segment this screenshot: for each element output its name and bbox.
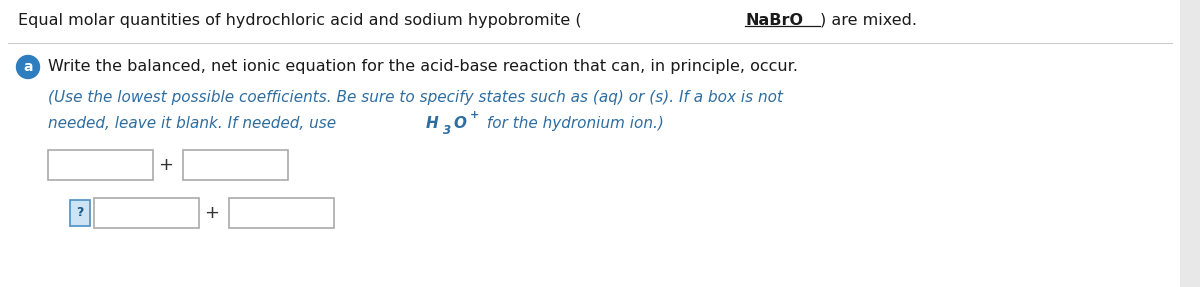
- Text: +: +: [204, 204, 220, 222]
- Text: ?: ?: [77, 207, 84, 220]
- Text: needed, leave it blank. If needed, use: needed, leave it blank. If needed, use: [48, 115, 341, 131]
- FancyBboxPatch shape: [70, 200, 90, 226]
- Text: O: O: [454, 115, 466, 131]
- Text: NaBrO: NaBrO: [745, 13, 803, 28]
- Text: for the hydronium ion.): for the hydronium ion.): [482, 115, 664, 131]
- FancyBboxPatch shape: [229, 198, 334, 228]
- Text: 3: 3: [443, 123, 451, 137]
- FancyBboxPatch shape: [48, 150, 154, 180]
- Circle shape: [17, 55, 40, 79]
- Text: ) are mixed.: ) are mixed.: [820, 13, 917, 28]
- Text: +: +: [469, 110, 479, 120]
- Text: (Use the lowest possible coefficients. Be sure to specify states such as (aq) or: (Use the lowest possible coefficients. B…: [48, 90, 784, 104]
- FancyBboxPatch shape: [182, 150, 288, 180]
- Text: a: a: [23, 60, 32, 74]
- Text: Equal molar quantities of hydrochloric acid and sodium hypobromite (: Equal molar quantities of hydrochloric a…: [18, 13, 582, 28]
- Text: +: +: [158, 156, 174, 174]
- FancyBboxPatch shape: [94, 198, 199, 228]
- Text: H: H: [426, 115, 439, 131]
- Text: Write the balanced, net ionic equation for the acid-base reaction that can, in p: Write the balanced, net ionic equation f…: [48, 59, 798, 75]
